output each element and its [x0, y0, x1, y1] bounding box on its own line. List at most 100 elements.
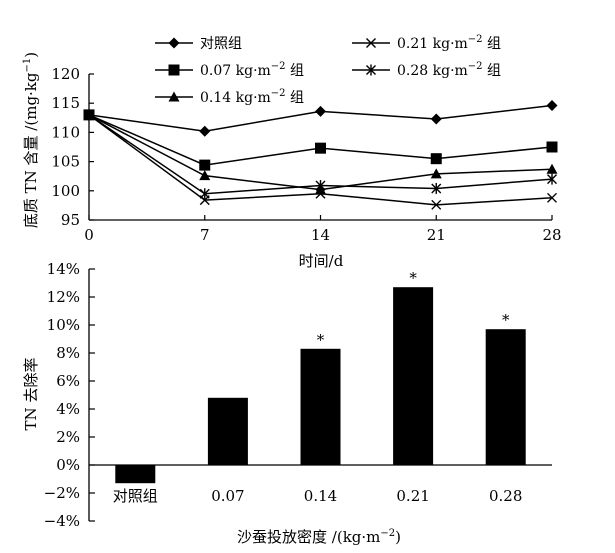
bar-x-tick-label: 0.21 [396, 487, 429, 505]
line-series-2-point [430, 153, 442, 165]
bar-5 [485, 329, 526, 465]
legend-label-sup: −2 [468, 61, 483, 72]
legend-label-main: 0.28 kg·m [397, 63, 468, 79]
line-series-2-point [199, 159, 211, 171]
bar-y-tick-label: 8% [56, 344, 80, 362]
legend-marker [168, 64, 180, 76]
bar-y-tick-label: 10% [47, 316, 80, 334]
line-series-5-point [199, 188, 210, 200]
legend-label-main: 0.07 kg·m [200, 63, 271, 79]
bar-x-axis-label-main: 沙蚕投放密度 /(kg·m [237, 528, 380, 546]
bar-3 [300, 348, 341, 465]
bar-bars: * * * [115, 269, 526, 484]
bar-y-axis-label: TN 去除率 [22, 358, 40, 431]
legend-label: 0.28 kg·m−2 组 [397, 61, 501, 79]
line-series-3-point [430, 168, 442, 179]
line-series-3-point [546, 163, 558, 174]
bar-y-tick-label: −4% [44, 512, 80, 530]
line-series-1-point [199, 125, 211, 137]
legend-label-sup: −2 [271, 61, 286, 72]
line-series-4-point [547, 192, 557, 203]
bar-significance-mark: * [317, 331, 325, 349]
bar-y-tick-label: 4% [56, 400, 80, 418]
line-series-2-point [315, 142, 326, 154]
line-series-2-point [546, 141, 558, 153]
line-series-3-point [199, 170, 211, 181]
line-series-2-point-shape [546, 141, 558, 153]
line-y-tick-label: 105 [51, 153, 80, 171]
line-series-4-point [315, 188, 326, 199]
legend-item-3: 0.14 kg·m−2 组 [155, 88, 304, 106]
line-y-tick-label: 115 [51, 94, 80, 112]
bar-x-tick-label: 0.14 [304, 487, 337, 505]
line-series-2-point-shape [199, 159, 211, 171]
line-series-1-point-shape [315, 105, 326, 117]
bar-y-tick-label: 14% [47, 260, 80, 278]
bar-1 [115, 465, 156, 484]
bar-y-tick-label: 6% [56, 372, 80, 390]
line-series-2-point-shape [315, 142, 326, 154]
legend-marker-shape [168, 91, 180, 102]
line-x-tick-label: 0 [84, 226, 94, 244]
bar-y-ticks: −4% −2% 0% 2% 4% 6% 8% 10% 12% 14% [44, 260, 95, 530]
legend-item-2: 0.07 kg·m−2 组 [155, 61, 304, 79]
legend-marker-shape [168, 37, 180, 49]
legend-label-main: 对照组 [200, 36, 242, 52]
line-series-5-point [84, 109, 94, 121]
line-series-2-point-shape [430, 153, 442, 165]
legend-label-main: 0.21 kg·m [397, 36, 468, 52]
line-series-5-point [431, 182, 442, 194]
legend-item-4: 0.21 kg·m−2 组 [352, 34, 501, 52]
legend-label: 0.14 kg·m−2 组 [200, 88, 304, 106]
legend-marker [168, 91, 180, 102]
line-series-4-point-stroke-b [547, 192, 557, 203]
line-series-1-point-shape [199, 125, 211, 137]
line-series-1-point [546, 100, 558, 112]
line-x-tick-label: 7 [200, 226, 210, 244]
bar-2 [207, 397, 248, 465]
line-series-1-point [430, 113, 442, 125]
legend-label-main: 0.14 kg·m [200, 90, 271, 106]
line-x-ticks: 0 7 14 21 28 [84, 215, 562, 244]
bar-y-tick-label: −2% [44, 484, 80, 502]
line-y-axis-label-sup: −1 [22, 58, 33, 73]
legend-label-end: 组 [286, 90, 304, 106]
line-series-5 [84, 109, 557, 200]
line-x-axis-label: 时间/d [299, 252, 344, 270]
bar-significance-mark: * [502, 311, 510, 329]
line-series-group [83, 100, 558, 210]
bar-y-tick-label: 12% [47, 288, 80, 306]
bar-y-tick-label: 2% [56, 428, 80, 446]
line-y-ticks: 95 100 105 110 115 120 [51, 65, 94, 229]
line-series-3-point-shape [546, 163, 558, 174]
bar-x-tick-label: 对照组 [113, 487, 158, 505]
line-series-2 [83, 109, 558, 171]
line-y-axis-label-end: ) [22, 52, 40, 58]
legend-label-end: 组 [483, 63, 501, 79]
line-series-2-path [88, 114, 553, 166]
line-series-1-point-shape [546, 100, 558, 112]
legend-label-end: 组 [286, 63, 304, 79]
line-x-tick-label: 21 [427, 226, 446, 244]
line-series-4-point [431, 199, 442, 210]
legend-label-end: 组 [483, 36, 501, 52]
line-y-tick-label: 95 [61, 211, 80, 229]
line-series-1 [83, 100, 558, 137]
legend-marker-shape [168, 64, 180, 76]
legend-marker [168, 37, 180, 49]
bar-x-axis-label: 沙蚕投放密度 /(kg·m−2) [237, 528, 401, 546]
legend-marker [366, 64, 376, 76]
line-y-axis-label: 底质 TN 含量 /(mg·kg−1) [22, 52, 40, 228]
bar-x-axis-label-sup: −2 [380, 528, 395, 539]
legend-label-sup: −2 [271, 88, 286, 99]
legend-marker [366, 38, 376, 48]
legend-item-5: 0.28 kg·m−2 组 [352, 61, 501, 79]
legend-item-1: 对照组 [155, 36, 242, 52]
bar-x-ticks: 对照组 0.07 0.14 0.21 0.28 [113, 487, 523, 505]
line-series-4-point-stroke-b [431, 199, 442, 210]
bar-x-tick-label: 0.28 [489, 487, 522, 505]
line-series-4-point-stroke-b [315, 188, 326, 199]
